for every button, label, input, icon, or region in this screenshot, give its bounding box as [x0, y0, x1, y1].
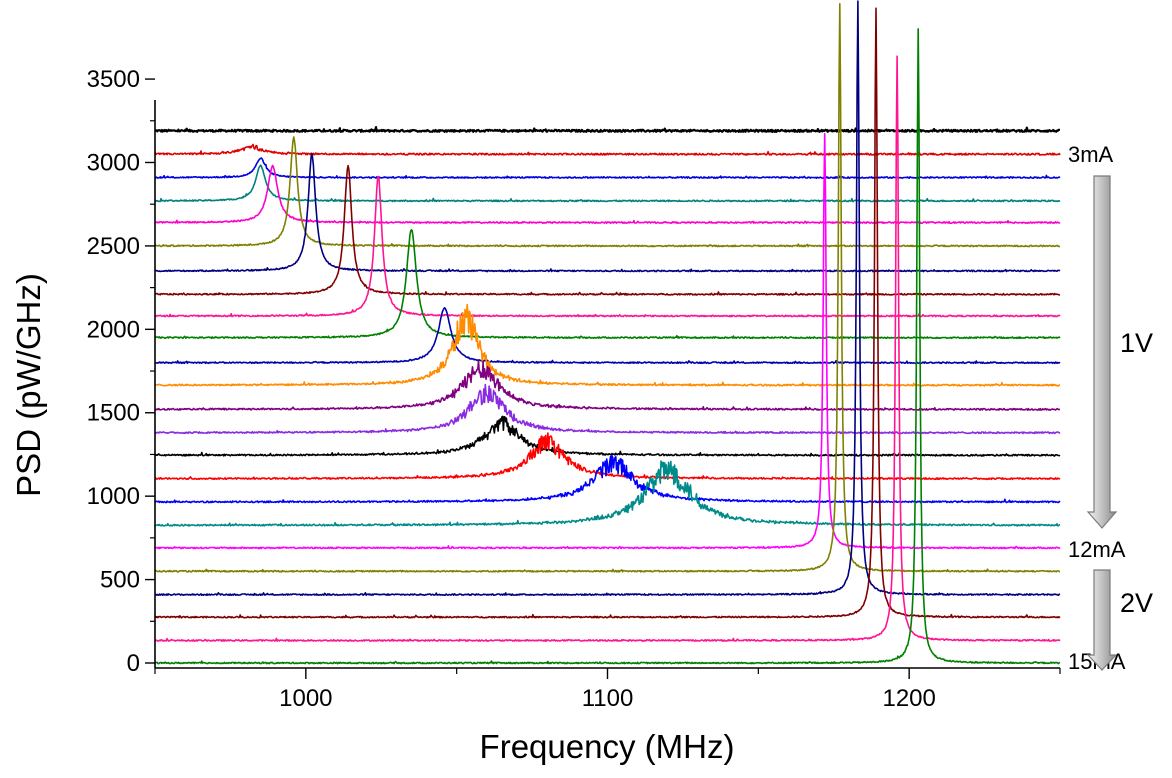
x-tick-label: 1200	[882, 685, 935, 712]
psd-series-line-12	[154, 303, 1061, 387]
psd-series-line-3	[154, 157, 1061, 179]
psd-series-line-19	[155, 132, 1061, 550]
mid-current-label: 12mA	[1068, 537, 1126, 562]
psd-series-line-11	[154, 306, 1061, 365]
psd-series-line-4	[154, 164, 1061, 203]
psd-series-line-17	[154, 454, 1061, 504]
x-tick-label: 1000	[279, 685, 332, 712]
y-tick-label: 1000	[87, 483, 140, 510]
y-tick-label: 2000	[87, 316, 140, 343]
ticks-layer: 0 500 1000 1500 2000 2500 3000 3500 1000 1100 1200	[87, 66, 1061, 712]
annotation-layer: 3mA 12mA 15mA 1V 2V	[1068, 142, 1153, 674]
y-tick-label: 3000	[87, 149, 140, 176]
y-tick-label: 3500	[87, 66, 140, 93]
psd-series-line-21	[154, 0, 1061, 597]
psd-series-line-8	[154, 164, 1061, 296]
y-axis-title: PSD (pW/GHz)	[10, 273, 47, 497]
arrow-down-icon	[1086, 569, 1118, 671]
psd-series-line-13	[154, 360, 1061, 411]
psd-series-line-22	[154, 7, 1061, 619]
bias-2-label: 2V	[1120, 588, 1153, 618]
x-axis-title: Frequency (MHz)	[480, 728, 735, 765]
psd-series-line-7	[155, 152, 1061, 273]
x-tick-label: 1100	[582, 685, 634, 712]
bias-1-label: 1V	[1120, 328, 1153, 358]
y-tick-label: 0	[127, 650, 140, 677]
psd-series-line-24	[154, 28, 1061, 665]
start-current-label: 3mA	[1068, 142, 1114, 167]
psd-series-line-23	[154, 55, 1061, 642]
psd-series-line-15	[154, 415, 1061, 457]
psd-series-line-18	[154, 460, 1061, 527]
y-tick-label: 500	[100, 567, 140, 594]
psd-series-line-2	[154, 143, 1061, 156]
psd-series-line-1	[154, 125, 1061, 133]
y-tick-label: 2500	[87, 233, 140, 260]
psd-series-line-10	[154, 229, 1061, 340]
psd-series-line-14	[154, 383, 1061, 435]
psd-series-line-9	[154, 175, 1061, 318]
arrow-down-icon	[1086, 175, 1118, 529]
psd-series-line-20	[154, 2, 1060, 573]
psd-series-line-16	[154, 432, 1061, 481]
y-tick-label: 1500	[87, 400, 140, 427]
psd-series-line-5	[154, 164, 1061, 224]
series-layer	[154, 0, 1061, 665]
